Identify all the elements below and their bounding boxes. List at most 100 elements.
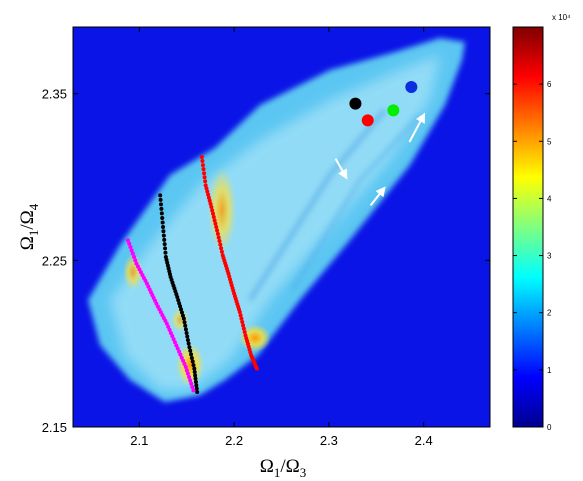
overlay-point (158, 197, 163, 202)
overlay-point (189, 352, 194, 357)
overlay-point (160, 220, 165, 225)
overlay-point (241, 326, 246, 331)
overlay-point (161, 233, 166, 238)
overlay-point (185, 371, 190, 376)
overlay-point (184, 368, 189, 373)
arrow-layer (334, 112, 426, 206)
overlay-point (191, 363, 196, 368)
overlay-point (171, 337, 176, 342)
overlay-point (205, 189, 210, 194)
overlay-point (238, 313, 243, 318)
overlay-point (159, 202, 164, 207)
overlay-point (187, 345, 192, 350)
overlay-point (215, 231, 220, 236)
overlay-point (208, 201, 213, 206)
overlay-point (159, 206, 164, 211)
overlay-point (133, 258, 138, 263)
overlay-point (211, 215, 216, 219)
overlay-point (241, 323, 246, 328)
overlay-point (178, 352, 183, 357)
overlay-point (160, 215, 165, 220)
y-tick-label: 2.35 (42, 87, 67, 102)
overlay-point (187, 375, 192, 379)
colorbar-tick-label: 0 (547, 423, 552, 432)
overlay-point (206, 195, 211, 200)
colorbar-exponent: x 10⁴ (552, 13, 571, 22)
overlay-point (184, 330, 189, 335)
overlay-point (177, 301, 182, 306)
overlay-point (204, 186, 209, 191)
colorbar-ticks: 0 1 2 3 4 5 6 (513, 80, 552, 432)
plot-area (72, 26, 491, 428)
overlay-point (214, 225, 219, 229)
overlay-point (189, 355, 194, 360)
overlay-point (199, 155, 204, 159)
heatmap-field (88, 38, 465, 402)
overlay-point (194, 383, 199, 388)
overlay-point (181, 358, 186, 363)
overlay-point (200, 163, 205, 168)
y-tick-label: 2.15 (42, 420, 67, 435)
colorbar-tick-label: 1 (547, 366, 552, 375)
overlay-point (210, 211, 215, 216)
overlay-point (179, 355, 184, 360)
colorbar-tick-label: 3 (547, 252, 552, 261)
overlay-point (176, 298, 181, 303)
overlay-point (188, 378, 193, 383)
overlay-point (162, 237, 167, 242)
marker-dot (387, 104, 400, 117)
x-tick-label: 2.1 (130, 433, 148, 448)
overlay-point (175, 346, 180, 351)
overlay-point (209, 205, 214, 209)
overlay-point (212, 218, 217, 223)
overlay-point (128, 245, 133, 249)
overlay-point (183, 327, 188, 332)
overlay-point (161, 225, 166, 229)
overlay-point (200, 159, 205, 164)
overlay-point (210, 208, 215, 213)
colorbar-gradient (512, 26, 544, 428)
overlay-point (158, 193, 163, 198)
colorbar: 0 1 2 3 4 5 6 x 10⁴ (512, 13, 571, 432)
overlay-point (201, 167, 206, 172)
overlay-point (185, 334, 190, 339)
x-tick-label: 2.4 (415, 433, 433, 448)
overlay-point (172, 340, 177, 345)
overlay-point (215, 228, 220, 233)
overlay-point (203, 179, 208, 184)
overlay-point (168, 330, 173, 335)
annotation-arrow (369, 186, 386, 206)
overlay-point (195, 390, 200, 394)
overlay-point (164, 321, 169, 326)
overlay-point (185, 338, 190, 343)
marker-dot (361, 114, 374, 127)
overlay-point (162, 242, 167, 247)
overlay-point (186, 341, 191, 346)
colorbar-tick-label: 2 (547, 309, 552, 318)
overlay-point (183, 323, 188, 328)
overlay-point (190, 385, 195, 389)
marker-dot (405, 81, 418, 93)
overlay-point (207, 198, 212, 203)
overlay-point (175, 295, 180, 299)
overlay-point (179, 307, 184, 312)
overlay-point (183, 365, 188, 369)
overlay-point (132, 255, 137, 259)
overlay-point (163, 246, 168, 251)
overlay-point (206, 192, 211, 197)
overlay-point (193, 376, 198, 381)
heatmap-ridge (247, 108, 387, 302)
x-tick-label: 2.2 (225, 433, 243, 448)
overlay-point (130, 251, 135, 256)
overlay-point (127, 241, 132, 246)
overlay-point (191, 388, 196, 393)
overlay-point (182, 320, 187, 325)
overlay-point (219, 246, 224, 251)
overlay-point (181, 316, 186, 321)
overlay-point (213, 221, 218, 226)
overlay-point (161, 229, 166, 234)
marker-dot (349, 97, 362, 110)
overlay-point (163, 250, 168, 255)
colorbar-tick-label: 4 (547, 194, 552, 203)
overlay-point (193, 380, 198, 384)
